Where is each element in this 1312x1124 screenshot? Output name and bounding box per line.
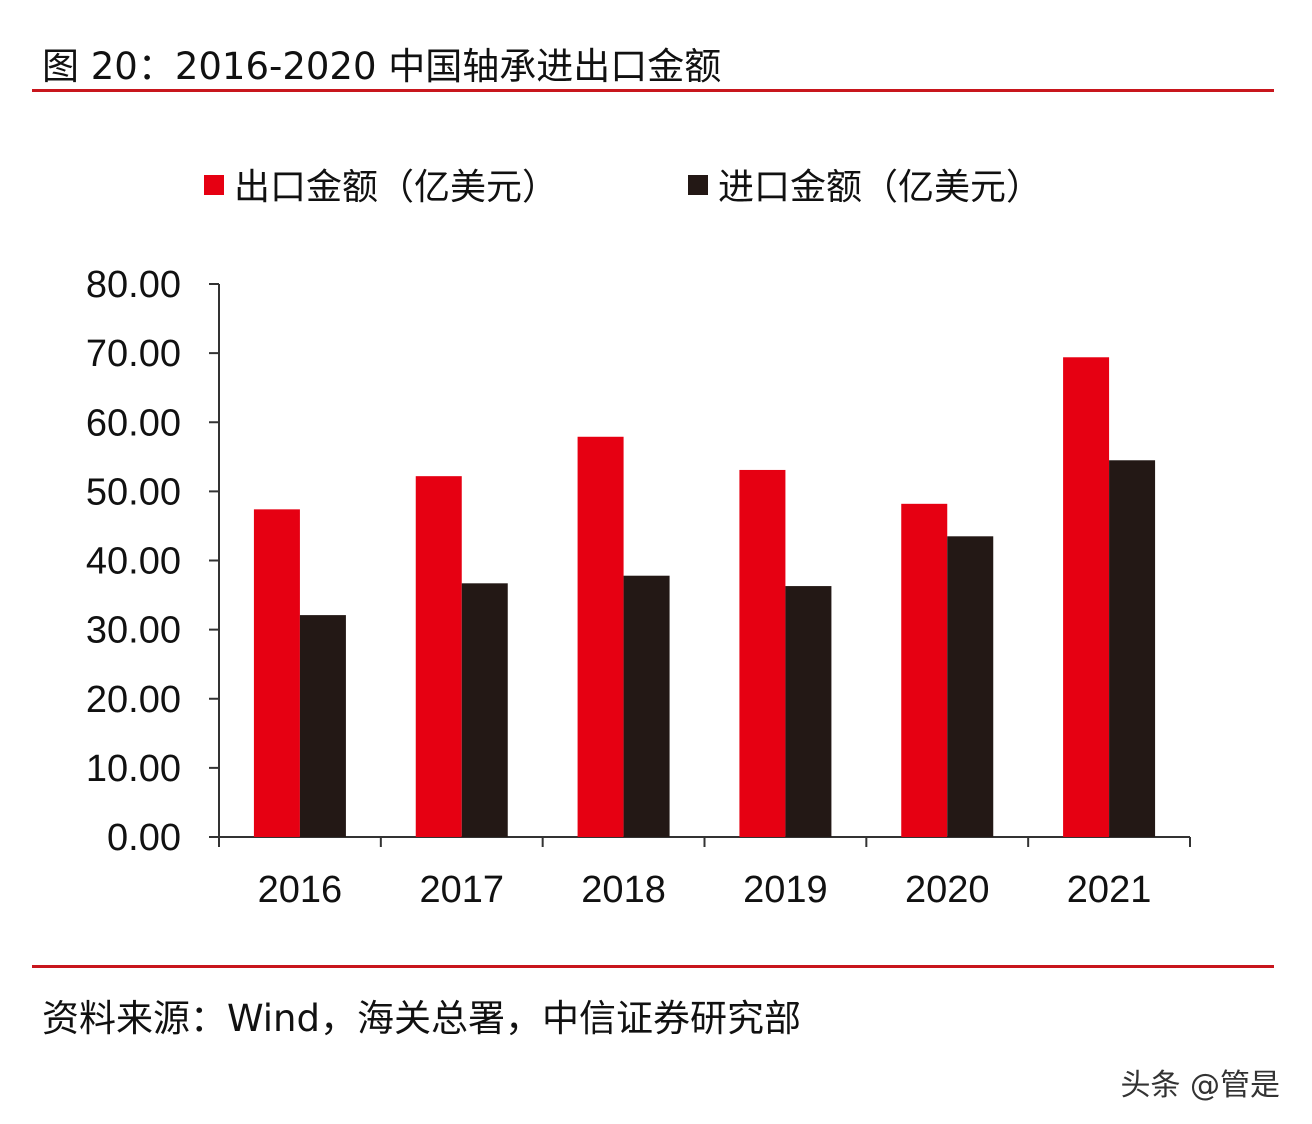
bar-import-2016 (299, 615, 346, 837)
bar-export-2017 (415, 476, 462, 837)
y-tick-label: 20.00 (86, 679, 181, 721)
bar-import-2017 (461, 583, 508, 837)
y-tick-label: 50.00 (86, 471, 181, 513)
bar-import-2019 (785, 586, 832, 837)
y-tick-label: 10.00 (86, 748, 181, 790)
y-tick-label: 40.00 (86, 541, 181, 583)
title-rule (32, 89, 1274, 92)
y-tick-label: 80.00 (86, 264, 181, 306)
x-tick-label: 2016 (258, 869, 343, 911)
y-tick-label: 60.00 (86, 402, 181, 444)
bar-import-2018 (623, 575, 670, 837)
legend-swatch (688, 175, 708, 195)
bar-import-2020 (947, 536, 994, 837)
bar-export-2019 (739, 469, 786, 837)
x-tick-label: 2021 (1067, 869, 1152, 911)
x-tick-label: 2017 (419, 869, 504, 911)
legend-label: 进口金额（亿美元） (718, 167, 1042, 208)
y-tick-label: 30.00 (86, 610, 181, 652)
source-note: 资料来源：Wind，海关总署，中信证券研究部 (42, 997, 801, 1040)
x-tick-label: 2020 (905, 869, 990, 911)
x-tick-label: 2018 (581, 869, 666, 911)
bar-import-2021 (1109, 460, 1156, 837)
legend-swatch (204, 175, 224, 195)
legend-label: 出口金额（亿美元） (234, 167, 558, 208)
bar-export-2020 (901, 503, 948, 837)
bar-export-2021 (1063, 357, 1110, 837)
x-tick-label: 2019 (743, 869, 828, 911)
bar-export-2016 (253, 509, 300, 837)
source-rule (32, 965, 1274, 968)
chart-title: 图 20：2016-2020 中国轴承进出口金额 (42, 45, 722, 88)
y-tick-label: 0.00 (107, 817, 181, 859)
y-tick-label: 70.00 (86, 333, 181, 375)
bar-chart: 0.00 10.00 20.00 30.00 40.00 50.00 60.00 70.00 8… (86, 167, 1191, 911)
watermark: 头条 @管是 (1120, 1068, 1280, 1103)
bar-export-2018 (577, 436, 624, 837)
